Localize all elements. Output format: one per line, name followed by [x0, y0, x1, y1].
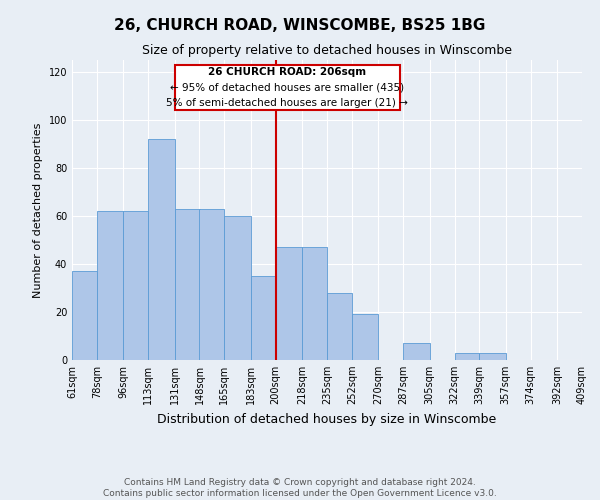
Y-axis label: Number of detached properties: Number of detached properties: [33, 122, 43, 298]
Bar: [72, 271, 97, 360]
Bar: [224, 216, 251, 360]
Bar: [302, 247, 327, 360]
Text: 26 CHURCH ROAD: 206sqm: 26 CHURCH ROAD: 206sqm: [208, 68, 367, 78]
Text: Contains HM Land Registry data © Crown copyright and database right 2024.
Contai: Contains HM Land Registry data © Crown c…: [103, 478, 497, 498]
Bar: [403, 343, 430, 360]
FancyBboxPatch shape: [175, 65, 400, 110]
Bar: [352, 314, 378, 360]
Bar: [175, 209, 199, 360]
Text: 26, CHURCH ROAD, WINSCOMBE, BS25 1BG: 26, CHURCH ROAD, WINSCOMBE, BS25 1BG: [115, 18, 485, 32]
Bar: [123, 211, 148, 360]
Title: Size of property relative to detached houses in Winscombe: Size of property relative to detached ho…: [142, 44, 512, 58]
Bar: [251, 276, 276, 360]
Text: 5% of semi-detached houses are larger (21) →: 5% of semi-detached houses are larger (2…: [166, 98, 409, 108]
Bar: [199, 209, 224, 360]
Bar: [479, 353, 506, 360]
Text: ← 95% of detached houses are smaller (435): ← 95% of detached houses are smaller (43…: [170, 82, 404, 92]
Bar: [455, 353, 479, 360]
Bar: [97, 211, 123, 360]
Bar: [582, 353, 600, 360]
X-axis label: Distribution of detached houses by size in Winscombe: Distribution of detached houses by size …: [157, 412, 497, 426]
Bar: [327, 293, 352, 360]
Bar: [276, 247, 302, 360]
Bar: [148, 139, 175, 360]
